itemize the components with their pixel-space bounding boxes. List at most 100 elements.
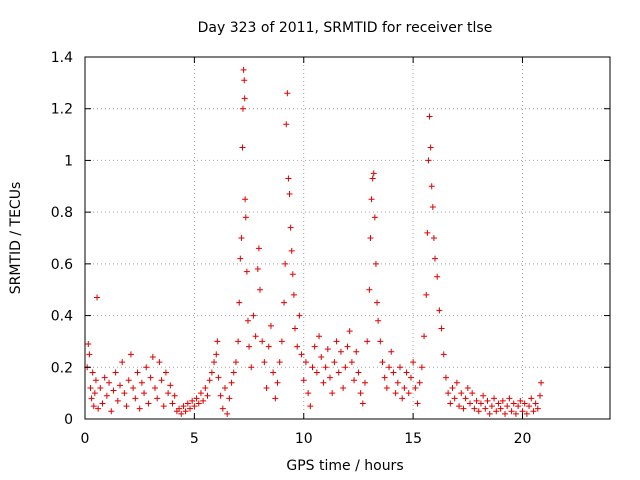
data-point [187, 405, 193, 412]
data-point [255, 245, 262, 252]
data-point [296, 312, 303, 319]
data-point [469, 390, 476, 397]
y-tick-label: 0.8 [51, 205, 73, 221]
data-point [167, 382, 174, 389]
data-point [366, 286, 373, 293]
data-point [309, 364, 316, 371]
data-point [143, 364, 150, 371]
data-point [101, 374, 108, 381]
data-point [311, 343, 318, 350]
data-point [372, 260, 379, 267]
data-point [462, 395, 469, 402]
data-point [416, 379, 423, 386]
data-point [316, 333, 323, 340]
data-point [342, 364, 349, 371]
data-point [86, 351, 93, 358]
data-point [87, 384, 94, 391]
y-tick-label: 0.4 [51, 309, 73, 325]
data-point [528, 395, 535, 402]
data-point [141, 390, 148, 397]
data-point [430, 235, 437, 241]
data-point [197, 390, 204, 397]
data-point [407, 374, 414, 381]
data-point [331, 359, 338, 366]
data-point [359, 400, 366, 407]
data-point [149, 353, 156, 360]
data-point [254, 266, 261, 273]
data-point [246, 343, 253, 350]
data-point [180, 403, 187, 410]
data-point [493, 408, 500, 415]
data-point [158, 377, 165, 384]
data-point [91, 390, 98, 397]
data-point [182, 408, 189, 415]
data-point [94, 294, 101, 301]
y-tick-label: 1.4 [51, 50, 73, 66]
data-point [147, 374, 154, 381]
data-point [499, 397, 506, 404]
data-point [242, 196, 249, 203]
data-points [84, 66, 545, 417]
data-point [427, 144, 434, 151]
data-point [241, 77, 248, 84]
data-point [281, 299, 288, 306]
data-point [208, 369, 215, 376]
data-point [426, 113, 433, 120]
data-point [270, 369, 277, 376]
data-point [206, 377, 213, 384]
data-point [248, 364, 255, 371]
data-point [318, 353, 325, 360]
data-point [121, 390, 128, 397]
data-point [156, 359, 163, 366]
data-point [371, 214, 378, 221]
data-point [482, 405, 489, 412]
data-point [517, 397, 524, 404]
data-point [412, 384, 419, 391]
data-point [165, 390, 172, 397]
data-point [123, 403, 130, 410]
data-point [286, 191, 293, 198]
data-point [217, 392, 224, 399]
data-point [538, 379, 545, 386]
data-point [272, 395, 279, 402]
data-point [502, 410, 508, 417]
x-tick-label: 5 [190, 431, 199, 447]
data-point [99, 400, 106, 407]
data-point [357, 390, 364, 397]
data-point [302, 359, 309, 366]
data-point [88, 395, 95, 402]
data-point [537, 392, 543, 399]
data-point [523, 410, 530, 417]
data-point [353, 348, 360, 355]
data-point [351, 377, 358, 384]
data-point [421, 333, 428, 340]
data-point [138, 379, 145, 386]
data-point [232, 359, 239, 366]
data-point [375, 317, 382, 324]
data-point [367, 235, 374, 241]
data-point [322, 364, 329, 371]
data-point [324, 346, 331, 353]
data-point [456, 403, 463, 410]
data-point [486, 410, 493, 417]
data-point [243, 268, 250, 275]
data-point [241, 95, 248, 102]
data-point [265, 343, 272, 350]
data-point [228, 379, 235, 386]
data-point [399, 395, 406, 402]
data-point [224, 410, 231, 417]
x-tick-label: 15 [404, 431, 422, 447]
data-point [278, 338, 285, 345]
data-point [130, 384, 137, 391]
data-point [423, 291, 430, 298]
data-point [504, 403, 511, 410]
data-point [103, 392, 110, 399]
data-point [160, 403, 167, 410]
data-point [134, 369, 141, 376]
data-point [397, 364, 403, 371]
data-point [236, 299, 243, 306]
data-point [195, 400, 202, 407]
data-point [370, 170, 377, 177]
data-point [508, 408, 515, 415]
data-point [348, 359, 355, 366]
